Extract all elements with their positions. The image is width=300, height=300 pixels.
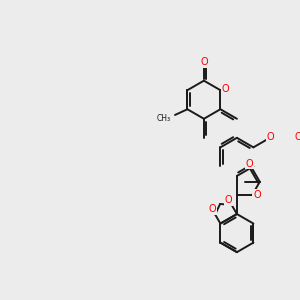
Text: CH₃: CH₃ <box>156 114 170 123</box>
Text: O: O <box>225 195 232 205</box>
Text: O: O <box>267 132 274 142</box>
Text: O: O <box>245 158 253 169</box>
Text: O: O <box>221 84 229 94</box>
Text: O: O <box>208 205 216 214</box>
Text: O: O <box>253 190 261 200</box>
Text: O: O <box>201 57 208 67</box>
Text: O: O <box>294 132 300 142</box>
